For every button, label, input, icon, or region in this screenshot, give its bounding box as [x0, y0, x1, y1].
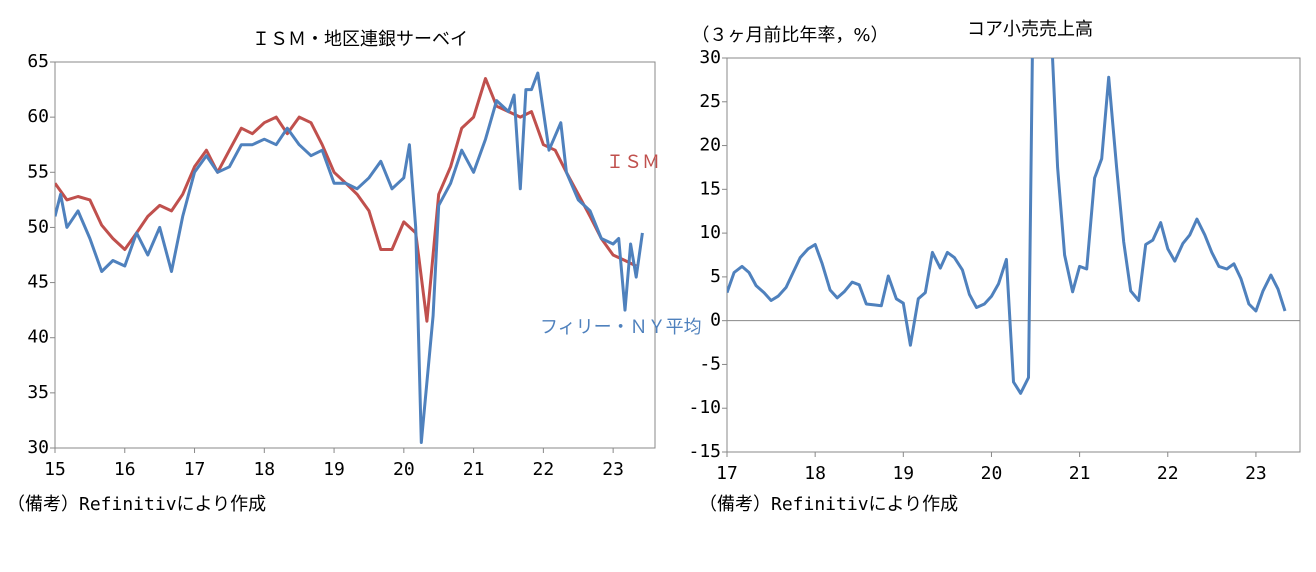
y-tick-label: -10: [688, 397, 721, 418]
y-tick-label: 35: [27, 382, 49, 403]
y-tick-label: 60: [27, 106, 49, 127]
axis-unit: （３ヶ月前比年率，%）: [691, 25, 888, 46]
y-tick-label: 30: [699, 47, 721, 68]
note: （備考）Refinitivにより作成: [699, 494, 958, 515]
x-tick-label: 20: [393, 459, 415, 480]
y-tick-label: 50: [27, 216, 49, 237]
y-tick-label: -5: [699, 353, 721, 374]
y-tick-label: 20: [699, 135, 721, 156]
x-tick-label: 19: [892, 463, 914, 484]
x-tick-label: 18: [253, 459, 275, 480]
series-line: [55, 71, 644, 444]
y-tick-label: 45: [27, 272, 49, 293]
y-tick-label: 65: [27, 51, 49, 72]
x-tick-label: 16: [114, 459, 136, 480]
x-tick-label: 17: [184, 459, 206, 480]
series-line: [727, 58, 1287, 395]
series-label: フィリー・ＮＹ平均: [540, 317, 702, 338]
plot-frame: [54, 61, 656, 449]
x-tick-label: 17: [716, 463, 738, 484]
y-tick-label: -15: [688, 441, 721, 462]
y-tick-label: 55: [27, 161, 49, 182]
chart-title: ＩＳＭ・地区連銀サーベイ: [252, 29, 468, 50]
x-tick-label: 19: [323, 459, 345, 480]
x-tick-label: 15: [44, 459, 66, 480]
plot-area: [727, 58, 1287, 395]
y-tick-label: 40: [27, 327, 49, 348]
y-tick-label: 5: [710, 266, 721, 287]
x-tick-label: 23: [1245, 463, 1267, 484]
plot-area: [55, 71, 644, 444]
x-tick-label: 18: [804, 463, 826, 484]
series-label: ＩＳＭ: [606, 152, 660, 173]
chart-title: コア小売売上高: [967, 19, 1093, 40]
x-tick-label: 21: [463, 459, 485, 480]
y-tick-label: 15: [699, 178, 721, 199]
x-tick-label: 23: [602, 459, 624, 480]
x-tick-label: 22: [533, 459, 555, 480]
x-tick-label: 21: [1069, 463, 1091, 484]
series-line: [55, 77, 637, 323]
x-tick-label: 22: [1157, 463, 1179, 484]
y-tick-label: 30: [27, 437, 49, 458]
plot-frame: [726, 57, 1301, 453]
x-tick-label: 20: [981, 463, 1003, 484]
note: （備考）Refinitivにより作成: [7, 494, 266, 515]
y-tick-label: 0: [710, 310, 721, 331]
y-tick-label: 10: [699, 222, 721, 243]
y-tick-label: 25: [699, 91, 721, 112]
